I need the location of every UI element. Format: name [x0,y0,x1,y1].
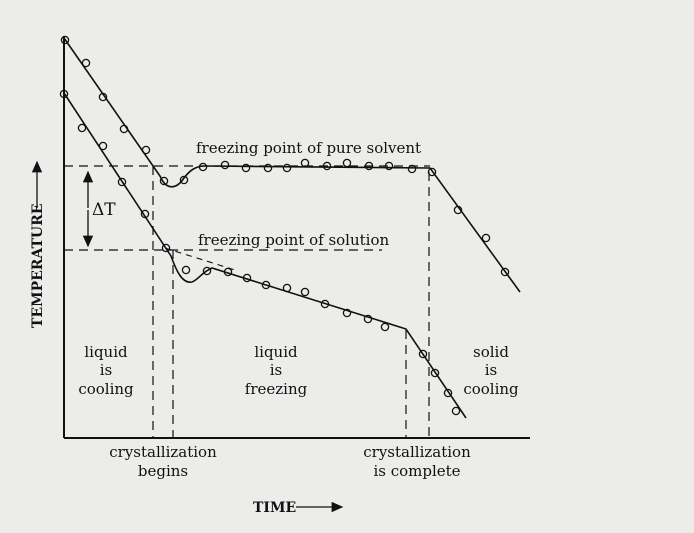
phase-solid-line-2: is [485,361,498,379]
data-point [241,163,251,173]
data-point [427,167,437,177]
data-point [443,388,453,398]
data-point [119,124,129,134]
data-point [98,141,108,151]
solution-curve [63,92,467,419]
data-point [320,299,330,309]
data-point [242,273,252,283]
data-point [140,209,150,219]
phase-freezing-line-1: liquid [254,343,298,361]
data-point [263,163,273,173]
data-point [453,205,463,215]
data-point [60,35,70,45]
phase-cooling-line-1: liquid [84,343,128,361]
data-point [384,161,394,171]
delta-t-label: ΔT [92,200,116,220]
data-point [159,176,169,186]
cryst-complete-line-1: crystallization [363,443,471,461]
phase-cooling-line-2: is [100,361,113,379]
cryst-begins-line-2: begins [138,462,188,480]
phase-solid-line-1: solid [473,343,509,361]
phase-solid-label: solid is cooling [463,343,519,398]
phase-freezing-line-2: is [270,361,283,379]
data-point [282,163,292,173]
data-point [430,368,440,378]
supercooling-extrapolation [164,247,236,271]
data-point [342,308,352,318]
pure-solvent-points [60,35,510,277]
data-point [161,243,171,253]
solution-points [59,89,461,416]
cryst-complete-line-2: is complete [373,462,460,480]
data-point [179,175,189,185]
data-point [198,162,208,172]
data-point [181,265,191,275]
crystallization-begins-label: crystallization begins [109,443,217,480]
phase-cooling-line-3: cooling [78,380,134,398]
data-point [342,158,352,168]
data-point [322,161,332,171]
data-point [77,123,87,133]
data-point [300,287,310,297]
phase-freezing-line-3: freezing [245,380,308,398]
data-point [282,283,292,293]
data-point [451,406,461,416]
data-point [117,177,127,187]
data-point [141,145,151,155]
data-point [418,349,428,359]
pure-solvent-label: freezing point of pure solvent [196,139,421,157]
data-point [363,314,373,324]
data-point [481,233,491,243]
data-point [220,160,230,170]
data-point [380,322,390,332]
y-axis-label: TEMPERATURE [30,204,46,328]
solution-label: freezing point of solution [198,231,389,249]
data-point [223,267,233,277]
phase-freezing-label: liquid is freezing [245,343,308,398]
phase-solid-line-3: cooling [463,380,519,398]
phase-cooling-label: liquid is cooling [78,343,134,398]
data-point [407,164,417,174]
pure-solvent-curve [63,37,521,293]
data-point [500,267,510,277]
data-point [98,92,108,102]
data-point [59,89,69,99]
crystallization-complete-label: crystallization is complete [363,443,471,480]
x-axis-label: TIME [253,500,296,516]
data-point [202,266,212,276]
cryst-begins-line-1: crystallization [109,443,217,461]
data-point [261,280,271,290]
data-point [364,161,374,171]
data-point [81,58,91,68]
data-point [300,158,310,168]
